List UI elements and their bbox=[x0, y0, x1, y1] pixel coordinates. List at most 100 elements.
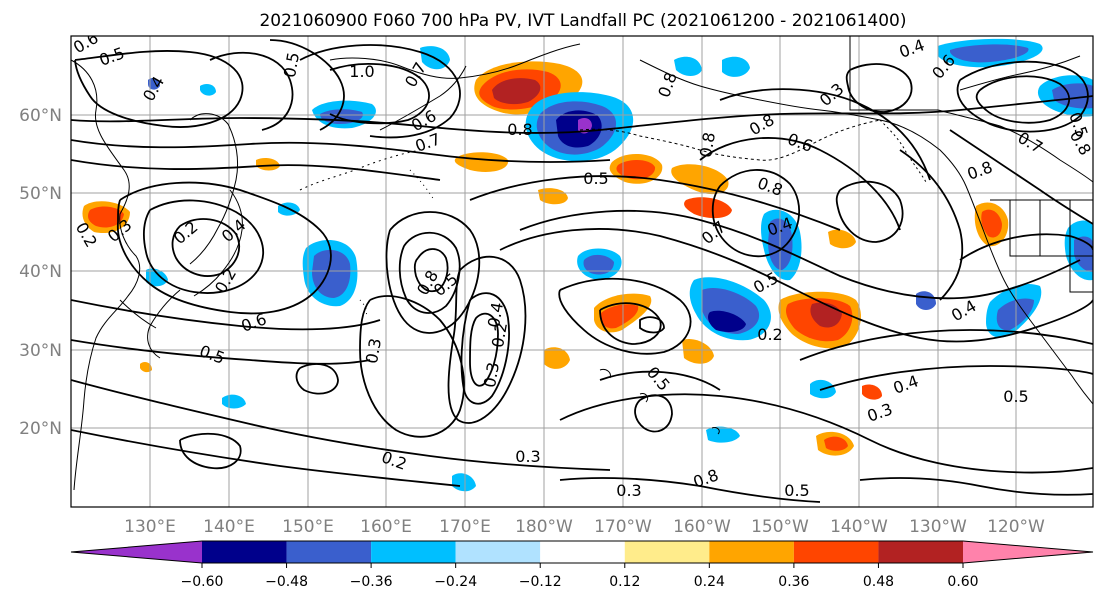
lat-label: 60°N bbox=[19, 106, 62, 126]
lat-label: 50°N bbox=[19, 184, 62, 204]
contour-line bbox=[329, 62, 430, 125]
lat-axis: 60°N 50°N 40°N 30°N 20°N bbox=[19, 106, 62, 439]
contour-line bbox=[499, 228, 1093, 343]
shading-cold bbox=[916, 291, 936, 310]
colorbar: −0.60 −0.48 −0.36 −0.24 −0.12 0.12 0.24 0.36 0.4… bbox=[70, 540, 1094, 590]
coastline-asia bbox=[71, 59, 141, 491]
shading-warm bbox=[538, 188, 568, 205]
borders-us-states bbox=[990, 199, 1093, 293]
lat-label: 40°N bbox=[19, 262, 62, 282]
contour-line bbox=[634, 394, 673, 433]
contour-label: 0.3 bbox=[362, 337, 385, 365]
colorbar-cell bbox=[963, 541, 1093, 563]
coastline-kurils bbox=[299, 149, 421, 191]
shading-warm bbox=[454, 152, 509, 172]
contour-label: 0.5 bbox=[1003, 387, 1028, 406]
shading-cold bbox=[148, 78, 160, 90]
contour-line bbox=[71, 339, 371, 365]
shading-cold bbox=[674, 56, 702, 76]
coastlines bbox=[71, 36, 1093, 491]
colorbar-cell bbox=[624, 541, 710, 563]
shading-cold bbox=[452, 473, 476, 492]
contour-line bbox=[413, 248, 449, 293]
colorbar-cell bbox=[371, 541, 456, 563]
contour-label: 0.2 bbox=[757, 325, 782, 344]
shading-cold bbox=[950, 44, 1029, 63]
lon-label: 130°W bbox=[909, 517, 967, 537]
lat-label: 30°N bbox=[19, 341, 62, 361]
shading-warm bbox=[492, 78, 541, 105]
contour-line bbox=[949, 129, 1093, 225]
contour-line bbox=[559, 477, 821, 503]
colorbar-tick-label: 0.60 bbox=[947, 574, 978, 590]
contour-line bbox=[269, 39, 345, 131]
contour-line bbox=[71, 429, 461, 487]
contour-line bbox=[117, 181, 332, 315]
colorbar-cell bbox=[71, 541, 202, 563]
contour-line bbox=[460, 292, 510, 405]
shading-cold bbox=[222, 394, 246, 409]
shading-cold bbox=[708, 310, 746, 332]
coastline-japan bbox=[193, 189, 243, 297]
shading-warm bbox=[616, 159, 656, 180]
coastline-north-america bbox=[639, 59, 1093, 405]
colorbar-tick-label: −0.48 bbox=[265, 574, 308, 590]
colorbar-cell bbox=[878, 541, 963, 563]
colorbar-cell bbox=[709, 541, 794, 563]
shading-cold bbox=[312, 249, 351, 298]
shading-warm bbox=[256, 158, 280, 171]
contour-label: 0.8 bbox=[696, 131, 719, 159]
graticule bbox=[71, 36, 1093, 507]
contour-label: 0.2 bbox=[488, 321, 511, 349]
colorbar-cells bbox=[70, 540, 1094, 564]
shading-warm bbox=[88, 206, 124, 228]
contour-line bbox=[71, 139, 611, 163]
contour-label: 0.3 bbox=[616, 481, 641, 500]
shading-warm bbox=[600, 304, 639, 329]
shading-warm bbox=[684, 197, 732, 219]
contour-line bbox=[519, 210, 1081, 300]
shading-warm bbox=[544, 347, 570, 369]
contour-line bbox=[398, 231, 461, 314]
contour-label: 0.3 bbox=[480, 361, 503, 389]
contour-label: 0.5 bbox=[583, 169, 608, 188]
colorbar-tick-labels: −0.60 −0.48 −0.36 −0.24 −0.12 0.12 0.24 0.36 0.4… bbox=[181, 563, 979, 590]
shading-cold bbox=[583, 254, 614, 275]
colorbar-tick-label: −0.60 bbox=[181, 574, 224, 590]
contour-line bbox=[859, 477, 1093, 496]
lon-label: 160°E bbox=[360, 517, 412, 537]
lat-label: 20°N bbox=[19, 419, 62, 439]
colorbar-tick-label: 0.24 bbox=[694, 574, 725, 590]
coastline-kamchatka bbox=[379, 65, 467, 131]
contour-line bbox=[447, 255, 527, 424]
contour-line bbox=[171, 218, 241, 277]
shading-cold bbox=[706, 426, 740, 443]
lon-label: 180°W bbox=[515, 517, 573, 537]
contour-line bbox=[699, 137, 901, 231]
contour-label: 0.3 bbox=[515, 447, 540, 466]
shading-warm bbox=[140, 362, 152, 373]
contour-label: 0.5 bbox=[280, 51, 303, 79]
border-canada bbox=[937, 109, 1093, 183]
lon-label: 140°E bbox=[203, 517, 255, 537]
colorbar-cell bbox=[286, 541, 372, 563]
shading-warm bbox=[862, 384, 882, 400]
lon-label: 150°E bbox=[282, 517, 334, 537]
contour-line bbox=[558, 277, 692, 355]
shading-cold bbox=[722, 56, 750, 77]
shading-cold bbox=[1052, 83, 1093, 109]
shading-cold bbox=[200, 84, 216, 96]
colorbar-cell bbox=[455, 541, 541, 563]
colorbar-tick-label: −0.12 bbox=[519, 574, 562, 590]
contour-line bbox=[956, 60, 1089, 133]
shading-warm bbox=[828, 229, 856, 249]
coastline-canada-arctic bbox=[959, 55, 1081, 91]
lon-label: 170°E bbox=[439, 517, 491, 537]
colorbar-cell bbox=[202, 541, 287, 563]
contour-line bbox=[845, 63, 913, 113]
lon-axis: 130°E 140°E 150°E 160°E 170°E 180°W 170°… bbox=[124, 517, 1045, 537]
border-alaska bbox=[849, 36, 938, 111]
coastline-alaska-panhandle bbox=[879, 119, 927, 183]
coastline-sakhalin-japan bbox=[189, 113, 239, 265]
